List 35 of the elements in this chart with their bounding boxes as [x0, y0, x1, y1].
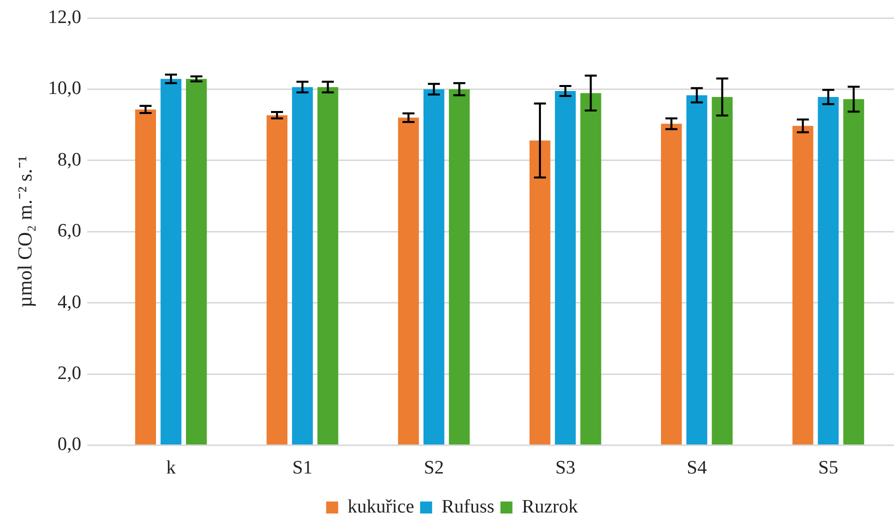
bar — [317, 87, 338, 444]
y-axis-title: µmol CO₂ m.⁻² s.⁻¹ — [14, 156, 36, 308]
bar — [686, 95, 708, 444]
bar — [135, 109, 156, 444]
bar — [554, 90, 576, 444]
bar — [660, 124, 682, 444]
x-tick-label: S1 — [292, 458, 312, 479]
bar — [160, 78, 182, 444]
bar — [580, 93, 602, 444]
bar — [818, 97, 839, 444]
bar — [398, 118, 419, 444]
bar — [712, 97, 733, 444]
y-tick-label: 10,0 — [48, 78, 82, 100]
bar — [292, 87, 313, 444]
x-tick-label: S3 — [555, 458, 576, 479]
y-tick-label: 6,0 — [58, 220, 82, 242]
y-tick-label: 4,0 — [58, 292, 82, 313]
bar — [186, 78, 207, 444]
y-tick-label: 8,0 — [58, 149, 82, 170]
y-tick-label: 0,0 — [58, 434, 82, 456]
x-tick-label: S5 — [818, 458, 838, 479]
x-tick-label: k — [166, 458, 176, 479]
bar — [448, 89, 470, 444]
bar — [843, 99, 864, 444]
legend-label: Rufuss — [442, 496, 494, 518]
bar — [423, 89, 444, 444]
bar — [530, 140, 550, 444]
legend-label: kukuřice — [348, 496, 414, 518]
x-tick-label: S2 — [424, 458, 444, 479]
bar — [792, 126, 814, 444]
legend-label: Ruzrok — [522, 496, 578, 518]
bar — [266, 115, 288, 444]
y-tick-label: 2,0 — [58, 362, 82, 384]
x-tick-label: S4 — [686, 458, 708, 479]
y-tick-label: 12,0 — [48, 6, 82, 28]
